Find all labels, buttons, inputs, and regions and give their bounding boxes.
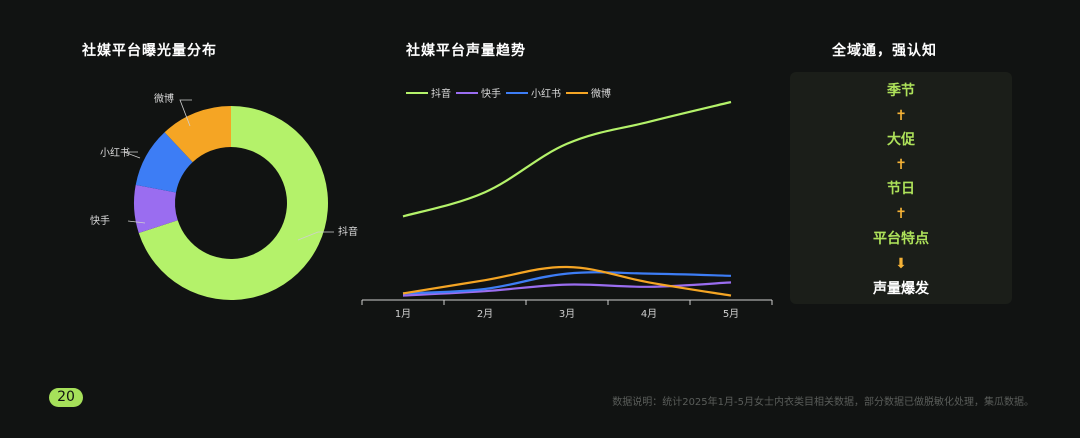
flow-step-burst: 声量爆发 — [873, 281, 929, 297]
pie-leader-line — [123, 151, 141, 159]
flow-step-platform: 平台特点 — [873, 231, 929, 247]
pie-slice-1 — [138, 106, 328, 300]
data-footnote: 数据说明：统计2025年1月-5月女士内衣类目相关数据，部分数据已做脱敏化处理，… — [612, 397, 1034, 408]
series-line-1 — [402, 100, 732, 218]
legend-label-3: 小红书 — [531, 87, 561, 100]
pie-label-3: 小红书 — [100, 146, 130, 159]
x-tick-label-2: 2月 — [477, 308, 493, 320]
series-line-4 — [402, 265, 732, 297]
flow-step-festival: 节日 — [887, 181, 915, 197]
series-line-2 — [402, 281, 732, 297]
pie-slice-2 — [133, 184, 178, 233]
pie-chart-title: 社媒平台曝光量分布 — [82, 43, 217, 59]
flow-title: 全域通，强认知 — [832, 43, 937, 59]
pie-slice-3 — [135, 132, 193, 193]
x-tick-label-5: 5月 — [723, 308, 739, 320]
pie-leader-line — [297, 231, 334, 241]
legend-label-1: 抖音 — [431, 87, 451, 100]
pie-slice-4 — [164, 105, 231, 163]
flow-card: 季节 ✝ 大促 ✝ 节日 ✝ 平台特点 ⬇ 声量爆发 — [790, 72, 1012, 304]
line-chart-title: 社媒平台声量趋势 — [406, 43, 526, 59]
x-tick-label-1: 1月 — [395, 308, 411, 320]
x-tick-label-3: 3月 — [559, 308, 575, 320]
up-arrow-icon: ✝ — [895, 157, 907, 173]
up-arrow-icon: ✝ — [895, 206, 907, 222]
pie-label-1: 抖音 — [338, 225, 358, 238]
pie-label-4: 微博 — [154, 92, 174, 105]
pie-label-2: 快手 — [90, 214, 110, 227]
legend-label-4: 微博 — [591, 87, 611, 100]
flow-step-season: 季节 — [887, 83, 915, 99]
up-arrow-icon: ✝ — [895, 108, 907, 124]
page-number-badge: 20 — [49, 388, 83, 407]
series-line-3 — [402, 271, 732, 295]
pie-leader-line — [179, 99, 192, 127]
down-arrow-icon: ⬇ — [895, 256, 907, 272]
flow-step-promotion: 大促 — [887, 132, 915, 148]
pie-leader-line — [127, 220, 146, 224]
legend-label-2: 快手 — [481, 87, 501, 100]
x-tick-label-4: 4月 — [641, 308, 657, 320]
